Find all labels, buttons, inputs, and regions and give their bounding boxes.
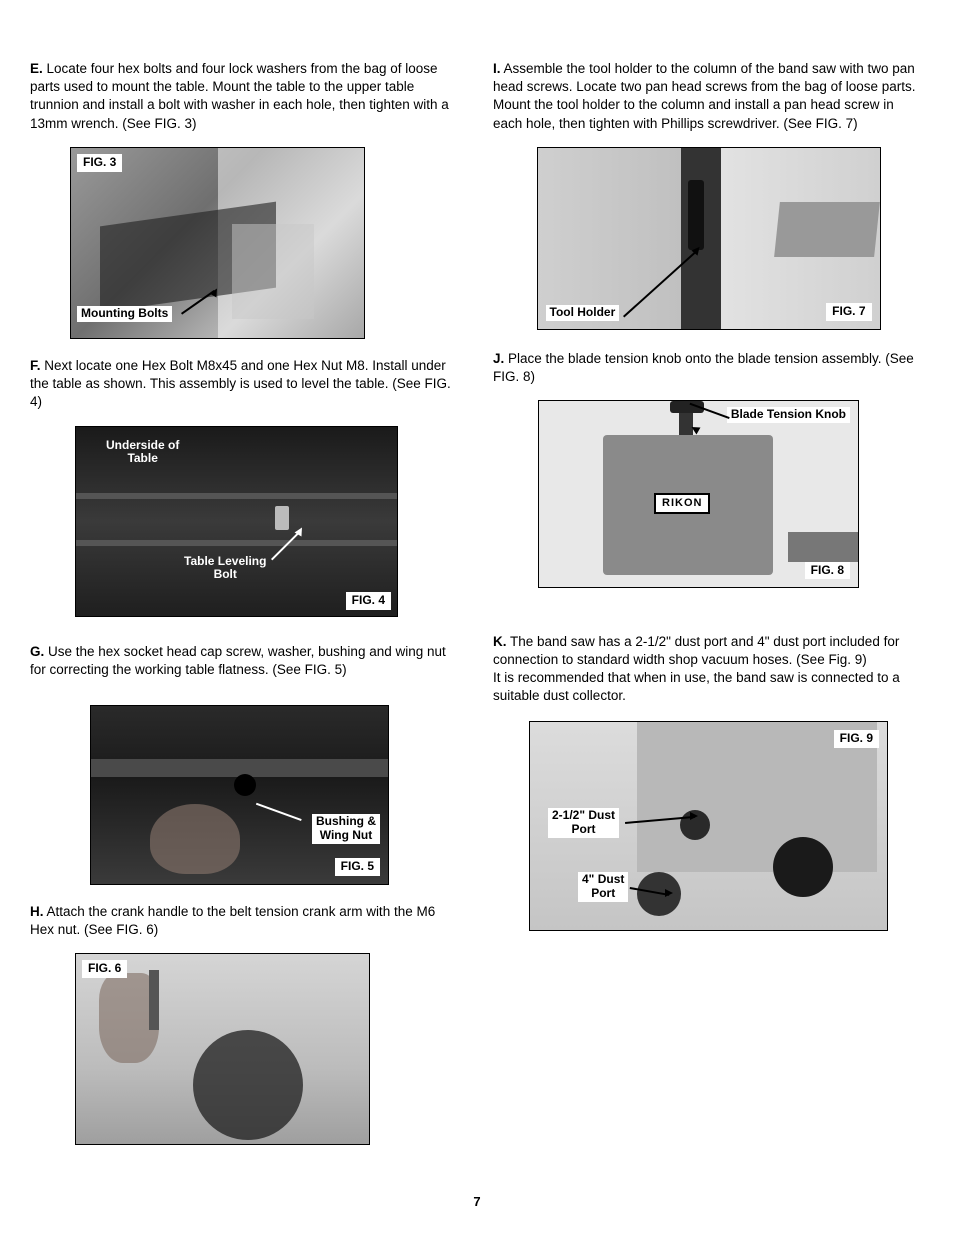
fig9-callout-large-port: 4" Dust Port — [578, 872, 628, 902]
step-e-text: Locate four hex bolts and four lock wash… — [30, 61, 449, 131]
step-f-hex: Hex — [142, 358, 166, 373]
figure-7: Tool Holder FIG. 7 — [537, 147, 881, 330]
step-e-lead: E. — [30, 61, 43, 76]
fig4-callout-leveling-bolt: Table Leveling Bolt — [184, 555, 266, 583]
step-k-text: The band saw has a 2-1/2" dust port and … — [493, 634, 900, 704]
fig7-label: FIG. 7 — [826, 303, 871, 321]
step-i-text: Assemble the tool holder to the column o… — [493, 61, 915, 131]
figure-4: Underside of Table Table Leveling Bolt F… — [75, 426, 398, 617]
step-j-lead: J. — [493, 351, 504, 366]
step-f-text1: Next locate one — [41, 358, 142, 373]
step-h-lead: H. — [30, 904, 44, 919]
figure-6-photo — [76, 954, 369, 1144]
fig5-label: FIG. 5 — [335, 858, 380, 876]
fig5-callout-bushing: Bushing & Wing Nut — [312, 814, 380, 844]
two-column-layout: E. Locate four hex bolts and four lock w… — [30, 60, 924, 1163]
step-i-lead: I. — [493, 61, 501, 76]
fig9-arrow1 — [690, 812, 698, 820]
fig8-label: FIG. 8 — [805, 562, 850, 580]
step-h-text: Attach the crank handle to the belt tens… — [30, 904, 435, 937]
fig6-label: FIG. 6 — [82, 960, 127, 978]
fig8-callout-tension-knob: Blade Tension Knob — [727, 407, 850, 423]
figure-3: FIG. 3 Mounting Bolts — [70, 147, 365, 339]
fig9-callout-small-port: 2-1/2" Dust Port — [548, 808, 619, 838]
fig4-label: FIG. 4 — [346, 592, 391, 610]
fig4-callout-underside: Underside of Table — [106, 439, 179, 467]
fig9-arrow2 — [665, 889, 673, 897]
step-i: I. Assemble the tool holder to the colum… — [493, 60, 924, 133]
step-g-lead: G. — [30, 644, 44, 659]
figure-9: FIG. 9 2-1/2" Dust Port 4" Dust Port — [529, 721, 888, 931]
figure-6: FIG. 6 — [75, 953, 370, 1145]
fig7-callout-tool-holder: Tool Holder — [546, 305, 620, 321]
left-column: E. Locate four hex bolts and four lock w… — [30, 60, 461, 1163]
fig3-label: FIG. 3 — [77, 154, 122, 172]
figure-8: RIKON Blade Tension Knob FIG. 8 — [538, 400, 859, 588]
step-h: H. Attach the crank handle to the belt t… — [30, 903, 461, 939]
right-column: I. Assemble the tool holder to the colum… — [493, 60, 924, 1163]
page-number: 7 — [30, 1193, 924, 1211]
step-e: E. Locate four hex bolts and four lock w… — [30, 60, 461, 133]
figure-7-photo — [538, 148, 880, 329]
figure-5: Bushing & Wing Nut FIG. 5 — [90, 705, 389, 885]
step-g: G. Use the hex socket head cap screw, wa… — [30, 643, 461, 679]
step-f: F. Next locate one Hex Bolt M8x45 and on… — [30, 357, 461, 412]
fig9-label: FIG. 9 — [834, 730, 879, 748]
step-g-text: Use the hex socket head cap screw, washe… — [30, 644, 446, 677]
step-k-lead: K. — [493, 634, 507, 649]
fig3-callout-mounting-bolts: Mounting Bolts — [77, 306, 172, 322]
step-j: J. Place the blade tension knob onto the… — [493, 350, 924, 386]
step-f-lead: F. — [30, 358, 41, 373]
fig8-brand-rikon: RIKON — [654, 493, 710, 514]
step-k: K. The band saw has a 2-1/2" dust port a… — [493, 614, 924, 705]
step-j-text: Place the blade tension knob onto the bl… — [493, 351, 914, 384]
